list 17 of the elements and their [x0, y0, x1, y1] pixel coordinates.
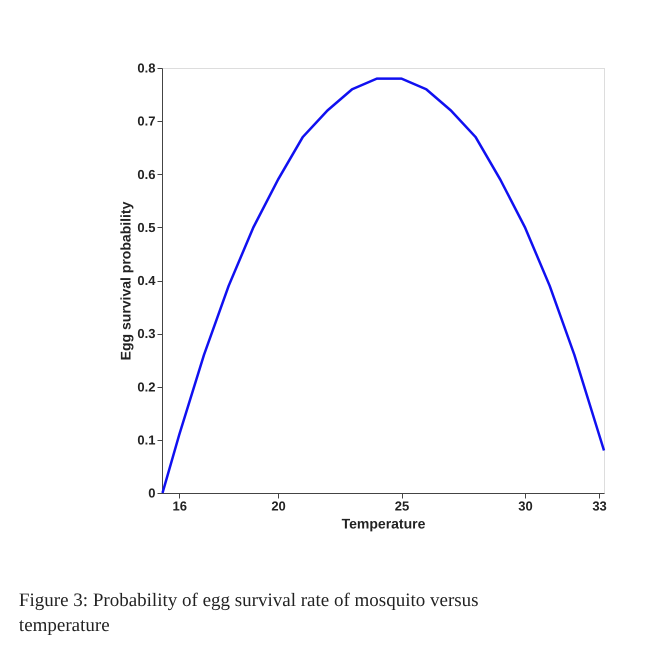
y-tick-label: 0.8	[137, 60, 156, 76]
y-tick-label: 0.4	[137, 273, 156, 288]
y-tick-label: 0	[148, 486, 156, 500]
x-axis-title: Temperature	[342, 516, 426, 532]
y-tick-label: 0.2	[137, 379, 156, 394]
y-tick-label: 0.7	[137, 114, 156, 129]
y-tick-label: 0.5	[137, 220, 156, 235]
y-tick-label: 0.6	[137, 166, 156, 182]
caption: Figure 3: Probability of egg survival rate of mosquito versus temperature	[18, 590, 479, 636]
y-tick-label: 0.3	[137, 326, 156, 342]
x-tick-label: 25	[394, 498, 410, 514]
x-tick-label: 33	[592, 498, 607, 514]
x-tick-label: 16	[172, 498, 188, 514]
y-tick-label: 0.1	[137, 432, 156, 448]
x-tick-label: 20	[271, 498, 286, 514]
y-axis-title: Egg survival probability	[117, 201, 134, 360]
x-tick-label: 30	[518, 498, 533, 514]
